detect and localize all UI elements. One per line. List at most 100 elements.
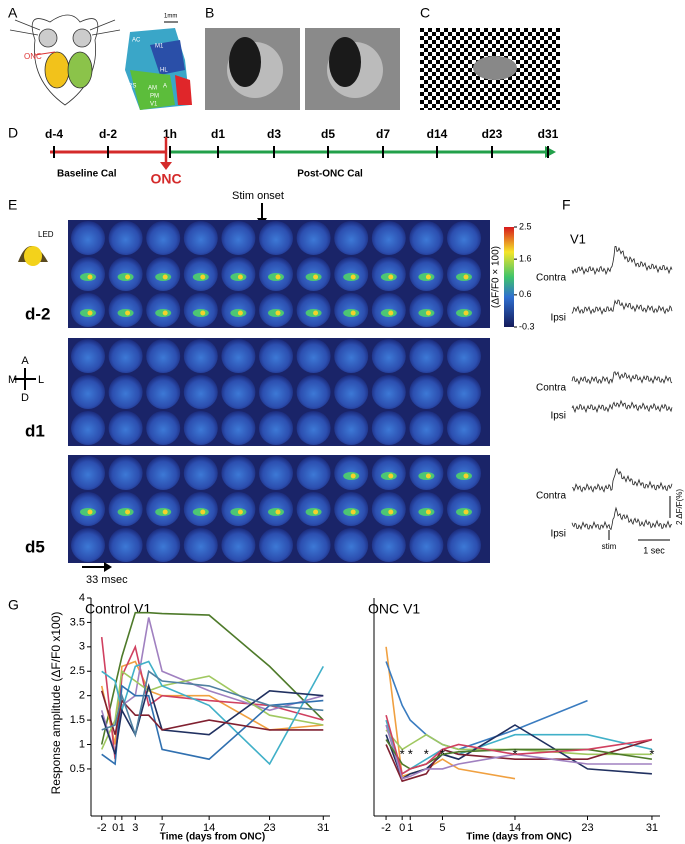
frame — [409, 375, 444, 409]
series-line — [100, 683, 324, 755]
activity — [162, 310, 168, 316]
frame — [71, 221, 105, 255]
panel-label: A — [8, 5, 18, 21]
area-label: M1 — [155, 44, 164, 50]
timepoint-label: d31 — [538, 127, 559, 141]
activity — [87, 274, 93, 280]
frame — [221, 528, 256, 562]
lesion-line — [34, 51, 56, 56]
frame — [71, 456, 105, 490]
activity — [125, 509, 131, 515]
activity — [200, 509, 206, 515]
activity — [463, 274, 469, 280]
hemisphere — [44, 51, 70, 89]
arrow — [545, 146, 556, 158]
timepoint-label: d1 — [211, 127, 225, 141]
x-tick-label: 0 — [112, 822, 118, 834]
series-line — [100, 669, 324, 750]
y-tick-label: 2 — [79, 690, 85, 702]
chart-title: Control V1 — [85, 601, 151, 617]
area-label: V1 — [570, 231, 586, 246]
significance-star: * — [408, 746, 413, 761]
y-tick-label: 2.5 — [70, 665, 85, 677]
frame — [183, 528, 218, 562]
colorbar-tick-label: -0.3 — [519, 321, 535, 331]
x-tick-label: 3 — [132, 822, 138, 834]
frame — [409, 339, 444, 373]
activity — [463, 473, 469, 479]
activity — [237, 310, 243, 316]
series-line — [385, 739, 653, 770]
chart-title: ONC V1 — [368, 601, 420, 617]
frame — [183, 411, 218, 445]
frame — [259, 221, 293, 255]
frame — [409, 528, 444, 562]
frame — [221, 339, 256, 373]
activity — [125, 274, 131, 280]
x-axis-label: Time (days from ONC) — [160, 832, 265, 843]
x-tick-label: 14 — [203, 822, 215, 834]
series-line — [385, 714, 653, 776]
phase-label: Baseline Cal — [57, 169, 117, 180]
activity — [200, 274, 206, 280]
panel-label: B — [205, 5, 214, 21]
trace-label: Ipsi — [550, 313, 566, 324]
frame — [108, 221, 143, 255]
activity — [388, 274, 394, 280]
row-label: d5 — [25, 537, 45, 556]
x-tick-label: 31 — [317, 822, 329, 834]
activity — [425, 473, 431, 479]
series-line — [101, 669, 324, 738]
trace — [571, 299, 673, 316]
led-icon — [18, 246, 48, 266]
trace-label: Ipsi — [550, 411, 566, 422]
significance-star: * — [649, 746, 654, 761]
significance-star: * — [424, 746, 429, 761]
frame — [259, 375, 293, 409]
mouse-silhouette — [473, 56, 517, 80]
frame — [259, 456, 293, 490]
panel-label: C — [420, 5, 430, 21]
frame — [221, 411, 256, 445]
led-label: LED — [38, 230, 54, 239]
phase-label: Post-ONC Cal — [297, 169, 363, 180]
timepoint-label: d23 — [482, 127, 503, 141]
frame — [409, 221, 444, 255]
scale-label: 2 ΔF/F(%) — [675, 489, 684, 525]
x-tick-label: 31 — [646, 822, 658, 834]
area-label: A — [163, 84, 167, 90]
panel-label: G — [8, 597, 19, 613]
y-tick-label: 4 — [79, 592, 85, 604]
activity — [162, 509, 168, 515]
frame — [221, 456, 256, 490]
activity — [125, 310, 131, 316]
frame — [183, 375, 218, 409]
frame — [259, 339, 293, 373]
timepoint-label: d14 — [427, 127, 448, 141]
activity — [350, 274, 356, 280]
activity — [350, 473, 356, 479]
frame — [334, 411, 369, 445]
activity — [425, 274, 431, 280]
series-line — [385, 661, 588, 751]
frame — [183, 221, 218, 255]
activity — [425, 310, 431, 316]
frame — [146, 339, 181, 373]
timepoint-label: d-4 — [45, 127, 63, 141]
frame — [296, 221, 331, 255]
area-label: V1 — [150, 102, 158, 108]
x-axis-label: Time (days from ONC) — [466, 832, 571, 843]
frame — [409, 411, 444, 445]
frame — [221, 375, 256, 409]
scale-label: 1 sec — [643, 545, 665, 555]
panel-label: E — [8, 197, 17, 213]
stim-label: stim — [602, 542, 617, 551]
activity — [275, 274, 281, 280]
area-label: RS — [128, 84, 136, 90]
activity — [463, 509, 469, 515]
x-tick-label: 1 — [119, 822, 125, 834]
timepoint-label: d-2 — [99, 127, 117, 141]
frame — [183, 339, 218, 373]
frame — [71, 528, 105, 562]
scale-label: 1mm — [164, 14, 177, 20]
